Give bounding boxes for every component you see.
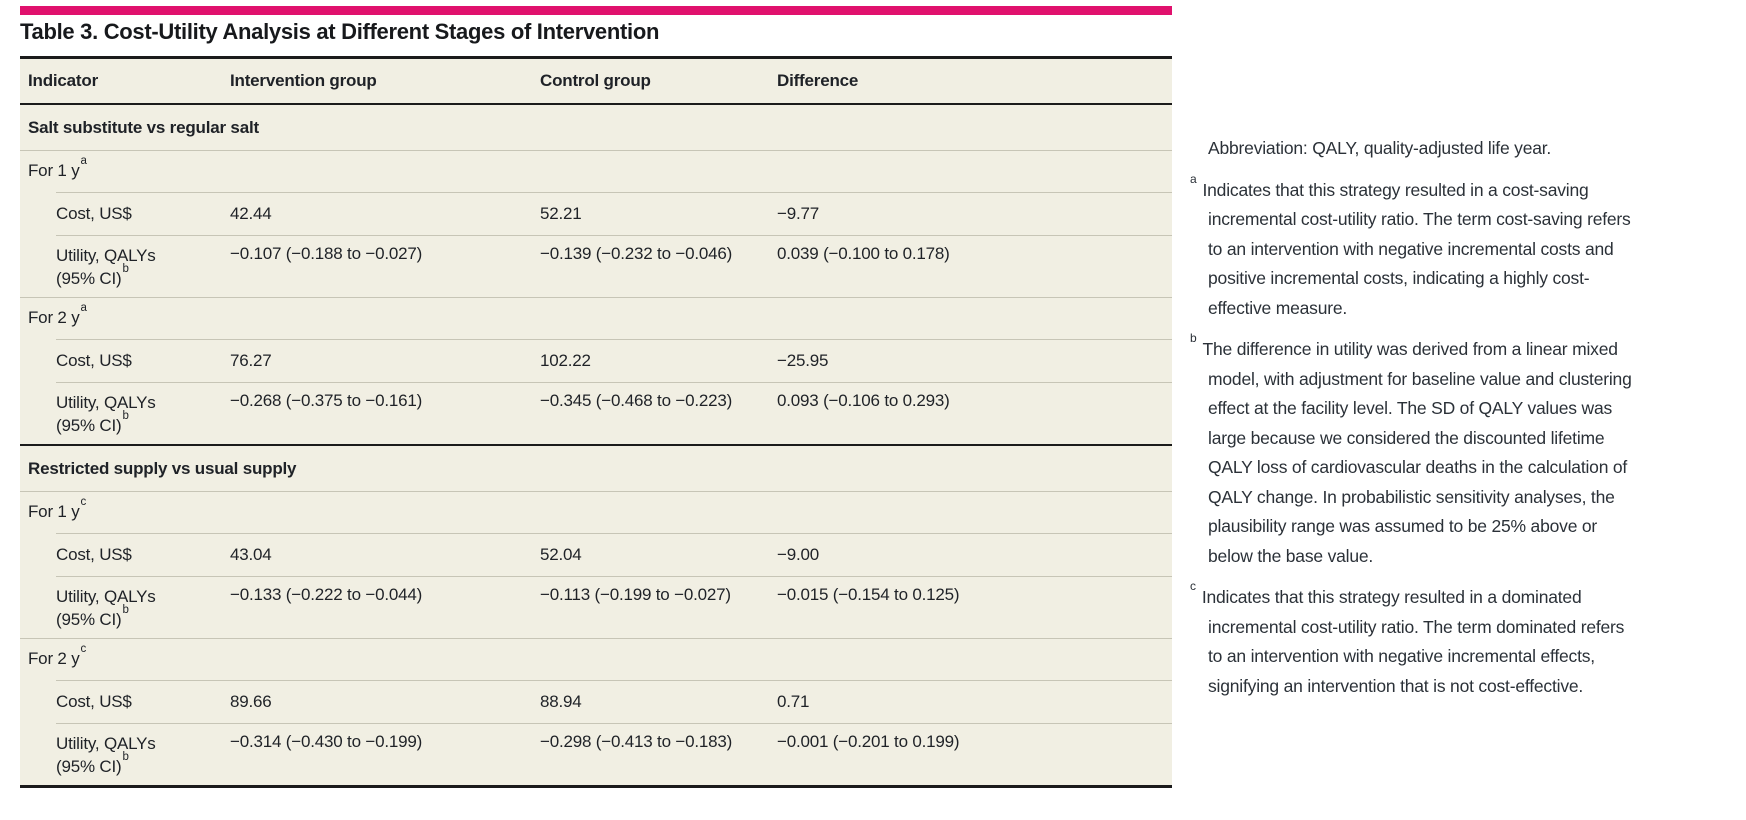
value-difference: 0.71 — [777, 691, 810, 711]
value-difference: −9.00 — [777, 544, 820, 564]
row-label-line2: (95% CI) — [56, 269, 122, 288]
value-intervention: 43.04 — [230, 544, 272, 564]
row-label: Cost, US$ — [56, 692, 132, 711]
value-control: 102.22 — [540, 350, 591, 370]
section-heading: Restricted supply vs usual supply — [28, 458, 297, 478]
footnote-a-marker: a — [1190, 171, 1197, 186]
row-label: Utility, QALYs (95% CI)b — [20, 585, 230, 631]
abbreviation-note: Abbreviation: QALY, quality-adjusted lif… — [1208, 138, 1552, 158]
footnote-b-marker: b — [1190, 331, 1197, 346]
period-label: For 1 ya — [20, 156, 1172, 181]
row-label: Cost, US$ — [56, 351, 132, 370]
cost-utility-table: Indicator Intervention group Control gro… — [20, 56, 1172, 788]
value-control: −0.298 (−0.413 to −0.183) — [540, 732, 733, 751]
value-control: −0.345 (−0.468 to −0.223) — [540, 391, 733, 410]
column-header-intervention-group: Intervention group — [230, 71, 377, 90]
value-difference: −25.95 — [777, 350, 829, 370]
value-difference: 0.039 (−0.100 to 0.178) — [777, 244, 950, 263]
table-row: Cost, US$ 89.66 88.94 0.71 — [20, 680, 1172, 723]
row-label-line1: Utility, QALYs — [56, 734, 156, 753]
footnote-c: c Indicates that this strategy resulted i… — [1190, 580, 1632, 701]
row-label-line2: (95% CI) — [56, 416, 122, 435]
row-label-line1: Utility, QALYs — [56, 587, 156, 606]
table-row: Utility, QALYs (95% CI)b −0.268 (−0.375 t… — [20, 382, 1172, 444]
value-control: −0.113 (−0.199 to −0.027) — [540, 585, 731, 604]
column-header-indicator: Indicator — [28, 71, 98, 90]
section-heading-row: Salt substitute vs regular salt — [20, 105, 1172, 150]
period-label: For 1 yc — [20, 497, 1172, 522]
row-label-line1: Utility, QALYs — [56, 246, 156, 265]
value-control: −0.139 (−0.232 to −0.046) — [540, 244, 733, 263]
footnote-b: b The difference in utility was derived f… — [1190, 332, 1632, 571]
period-label-text: For 1 y — [28, 502, 80, 521]
value-intervention: 42.44 — [230, 203, 272, 223]
period-row: For 1 ya — [20, 150, 1172, 192]
table-row: Utility, QALYs (95% CI)b −0.314 (−0.430 t… — [20, 723, 1172, 785]
column-header-control-group: Control group — [540, 71, 651, 90]
value-intervention: −0.133 (−0.222 to −0.044) — [230, 585, 423, 604]
value-control: 88.94 — [540, 691, 582, 711]
value-difference: −0.015 (−0.154 to 0.125) — [777, 585, 960, 604]
footnote-c-text: Indicates that this strategy resulted in… — [1201, 587, 1625, 696]
footnote-marker-sup: c — [80, 643, 87, 656]
period-label-text: For 1 y — [28, 161, 80, 180]
value-difference: −9.77 — [777, 203, 820, 223]
value-control: 52.21 — [540, 203, 582, 223]
table-header-row: Indicator Intervention group Control gro… — [20, 59, 1172, 105]
value-control: 52.04 — [540, 544, 582, 564]
period-row: For 2 yc — [20, 638, 1172, 680]
table-title: Table 3. Cost-Utility Analysis at Differ… — [20, 19, 660, 44]
period-label: For 2 ya — [20, 303, 1172, 328]
footnote-marker-sup: b — [122, 604, 129, 617]
footnote-b-text: The difference in utility was derived fr… — [1202, 339, 1632, 566]
footnote-marker-sup: a — [80, 302, 87, 315]
row-label: Utility, QALYs (95% CI)b — [20, 732, 230, 778]
period-label-text: For 2 y — [28, 649, 80, 668]
row-label-line2: (95% CI) — [56, 610, 122, 629]
footnote-marker-sup: c — [80, 496, 87, 509]
section-heading-row: Restricted supply vs usual supply — [20, 444, 1172, 491]
value-intervention: 89.66 — [230, 691, 272, 711]
table-row: Cost, US$ 42.44 52.21 −9.77 — [20, 192, 1172, 235]
footnote-a: a Indicates that this strategy resulted i… — [1190, 173, 1632, 324]
row-label-line2: (95% CI) — [56, 757, 122, 776]
footnote-marker-sup: b — [122, 263, 129, 276]
period-label-text: For 2 y — [28, 308, 80, 327]
section-heading: Salt substitute vs regular salt — [28, 117, 259, 137]
table-row: Cost, US$ 76.27 102.22 −25.95 — [20, 339, 1172, 382]
value-difference: −0.001 (−0.201 to 0.199) — [777, 732, 960, 751]
row-label: Cost, US$ — [56, 204, 132, 223]
table-row: Utility, QALYs (95% CI)b −0.133 (−0.222 t… — [20, 576, 1172, 638]
footnote-marker-sup: b — [122, 410, 129, 423]
value-intervention: −0.314 (−0.430 to −0.199) — [230, 732, 423, 751]
row-label: Cost, US$ — [56, 545, 132, 564]
footnote-c-marker: c — [1190, 579, 1196, 594]
table-row: Cost, US$ 43.04 52.04 −9.00 — [20, 533, 1172, 576]
row-label-line1: Utility, QALYs — [56, 393, 156, 412]
table-row: Utility, QALYs (95% CI)b −0.107 (−0.188 t… — [20, 235, 1172, 297]
period-label: For 2 yc — [20, 644, 1172, 669]
row-label: Utility, QALYs (95% CI)b — [20, 391, 230, 437]
row-label: Utility, QALYs (95% CI)b — [20, 244, 230, 290]
column-header-difference: Difference — [777, 71, 859, 90]
period-row: For 1 yc — [20, 491, 1172, 533]
period-row: For 2 ya — [20, 297, 1172, 339]
footnote-marker-sup: a — [80, 155, 87, 168]
accent-bar — [20, 6, 1172, 15]
footnote-a-text: Indicates that this strategy resulted in… — [1202, 179, 1631, 318]
value-intervention: −0.107 (−0.188 to −0.027) — [230, 244, 423, 263]
value-difference: 0.093 (−0.106 to 0.293) — [777, 391, 950, 410]
footnote-marker-sup: b — [122, 751, 129, 764]
value-intervention: −0.268 (−0.375 to −0.161) — [230, 391, 423, 410]
table-footnotes: Abbreviation: QALY, quality-adjusted lif… — [1190, 134, 1632, 713]
value-intervention: 76.27 — [230, 350, 272, 370]
